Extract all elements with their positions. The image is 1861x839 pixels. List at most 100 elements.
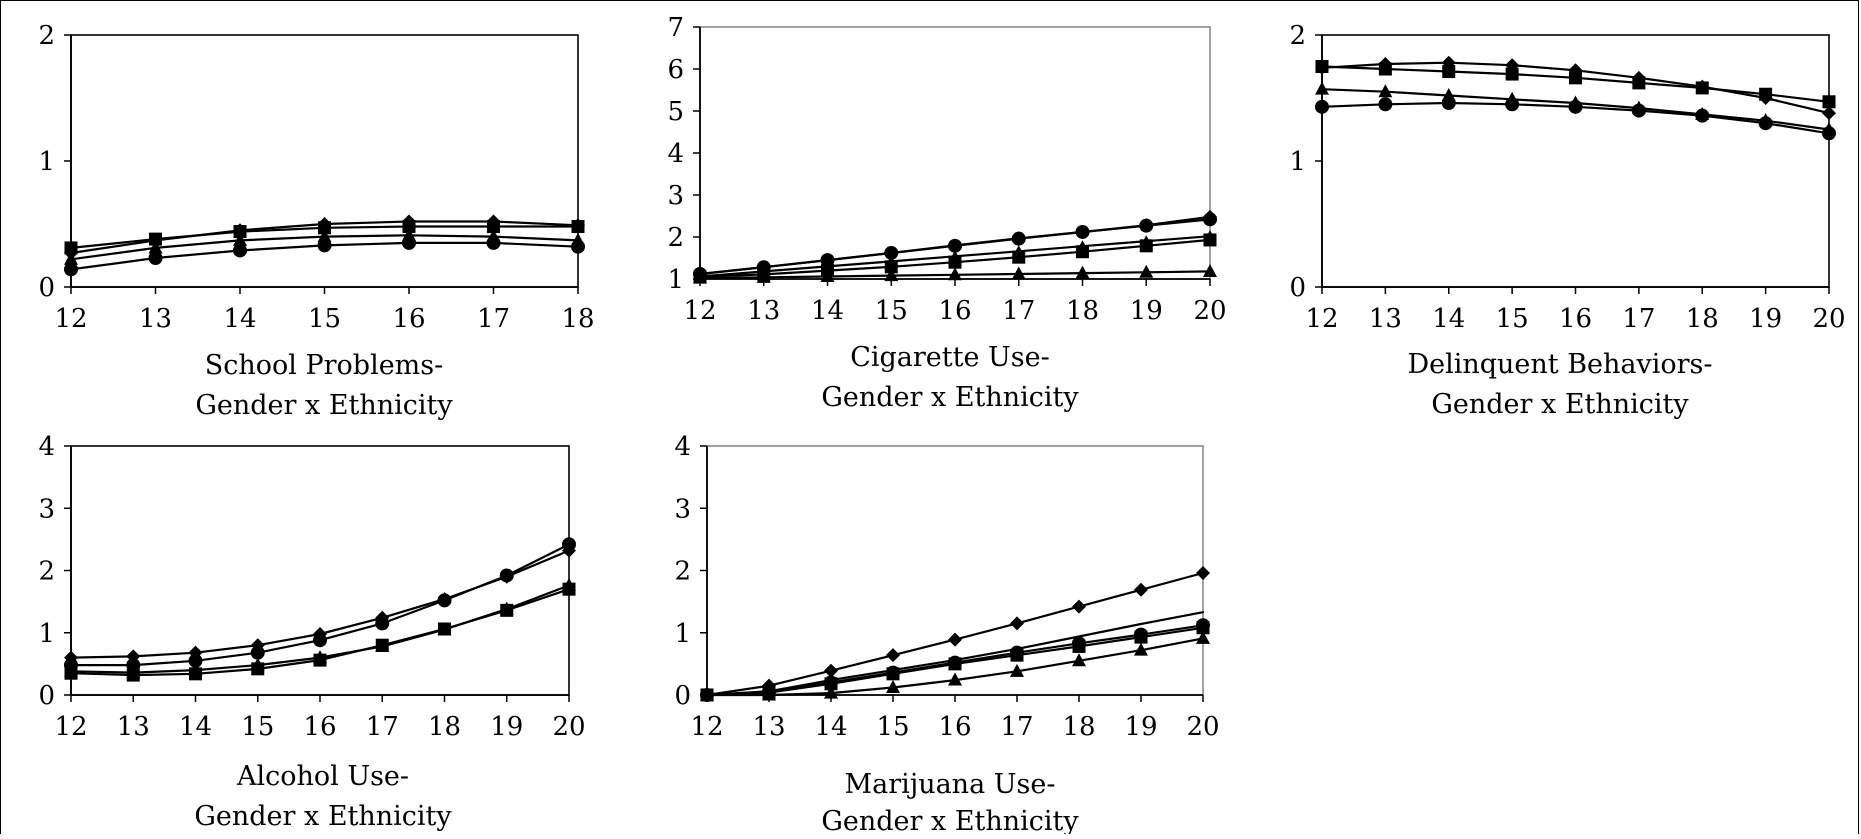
triangle-marker (824, 685, 838, 699)
chart-caption-line1: Cigarette Use- (850, 342, 1050, 373)
x-tick-label: 13 (117, 712, 150, 742)
triangle-marker (148, 240, 163, 254)
triangle-marker (1072, 653, 1086, 667)
circle-marker (884, 245, 899, 260)
x-tick-label: 16 (938, 296, 971, 326)
series-1-diamond (700, 565, 1210, 702)
diamond-marker (886, 648, 900, 663)
square-marker (824, 677, 838, 691)
x-tick-label: 18 (1686, 304, 1719, 334)
series-2-circle (64, 537, 576, 673)
square-marker (948, 255, 962, 269)
y-tick-label: 0 (38, 273, 55, 303)
x-tick-label: 14 (1432, 304, 1465, 334)
x-tick-label: 14 (223, 304, 256, 334)
square-marker (1076, 245, 1089, 259)
square-marker (1632, 76, 1646, 90)
square-marker (884, 260, 898, 274)
square-marker (64, 241, 78, 255)
x-tick-label: 15 (875, 296, 908, 326)
circle-marker (1505, 97, 1520, 112)
chart-caption-line2: Gender x Ethnicity (194, 801, 452, 832)
x-tick-label: 12 (1305, 304, 1338, 334)
square-marker (1822, 95, 1836, 109)
circle-marker (1139, 218, 1154, 233)
series-4-circle (64, 235, 585, 277)
y-tick-label: 2 (38, 557, 55, 587)
chart-caption-line2: Gender x Ethnicity (821, 382, 1079, 413)
x-tick-label: 13 (752, 712, 785, 742)
square-marker (1072, 639, 1086, 653)
square-marker (1139, 239, 1153, 253)
y-tick-label: 1 (38, 147, 55, 177)
diamond-marker (1196, 565, 1210, 580)
circle-marker (402, 235, 416, 250)
square-marker (1569, 71, 1582, 85)
triangle-marker (884, 268, 899, 282)
square-marker (562, 582, 576, 596)
triangle-marker (1196, 630, 1210, 644)
y-tick-label: 2 (38, 21, 55, 51)
square-marker (487, 220, 500, 234)
series-5-triangle (700, 630, 1210, 701)
square-marker (1012, 250, 1026, 264)
square-marker (402, 220, 416, 234)
x-tick-label: 15 (241, 712, 274, 742)
x-tick-label: 17 (1000, 712, 1033, 742)
x-tick-label: 19 (490, 712, 523, 742)
diamond-marker (1072, 599, 1086, 614)
square-marker (1134, 630, 1148, 644)
diamond-marker (824, 663, 838, 678)
x-tick-label: 14 (814, 712, 847, 742)
y-tick-label: 1 (38, 619, 55, 649)
x-tick-label: 12 (54, 712, 87, 742)
circle-marker (571, 239, 585, 254)
x-tick-label: 20 (1186, 712, 1219, 742)
y-tick-label: 7 (667, 13, 684, 43)
x-tick-label: 12 (54, 304, 87, 334)
square-marker (1315, 60, 1329, 73)
circle-marker (499, 568, 514, 583)
y-tick-label: 3 (667, 181, 684, 211)
y-tick-label: 5 (667, 97, 684, 127)
x-tick-label: 15 (876, 712, 909, 742)
circle-marker (437, 593, 452, 608)
series-4-square (64, 582, 576, 682)
square-marker (571, 220, 585, 234)
circle-marker (317, 238, 332, 253)
x-tick-label: 16 (392, 304, 425, 334)
diamond-marker (1134, 582, 1148, 597)
chart-caption-line2: Gender x Ethnicity (195, 390, 453, 421)
circle-marker (1011, 231, 1026, 246)
square-marker (1505, 67, 1519, 81)
y-tick-label: 0 (38, 681, 55, 711)
square-marker (886, 667, 900, 681)
x-tick-label: 18 (1062, 712, 1095, 742)
y-tick-label: 0 (674, 681, 691, 711)
x-tick-label: 14 (179, 712, 212, 742)
square-marker (948, 657, 962, 671)
x-tick-label: 13 (747, 296, 780, 326)
triangle-marker (1315, 81, 1329, 95)
x-tick-label: 16 (938, 712, 971, 742)
square-marker (1203, 233, 1217, 247)
circle-marker (1315, 99, 1329, 114)
x-tick-label: 18 (1066, 296, 1099, 326)
chart-caption-line2: Gender x Ethnicity (821, 806, 1079, 834)
x-tick-label: 17 (1622, 304, 1655, 334)
x-tick-label: 20 (1812, 304, 1845, 334)
chart-caption-line1: Marijuana Use- (845, 769, 1056, 800)
y-tick-label: 1 (667, 265, 684, 295)
y-tick-label: 6 (667, 55, 684, 85)
x-tick-label: 12 (683, 296, 716, 326)
x-tick-label: 13 (1369, 304, 1402, 334)
triangle-marker (1075, 265, 1090, 279)
x-tick-label: 14 (811, 296, 844, 326)
triangle-marker (1011, 266, 1026, 280)
y-tick-label: 4 (667, 139, 684, 169)
x-tick-label: 19 (1124, 712, 1157, 742)
square-marker (313, 653, 327, 667)
